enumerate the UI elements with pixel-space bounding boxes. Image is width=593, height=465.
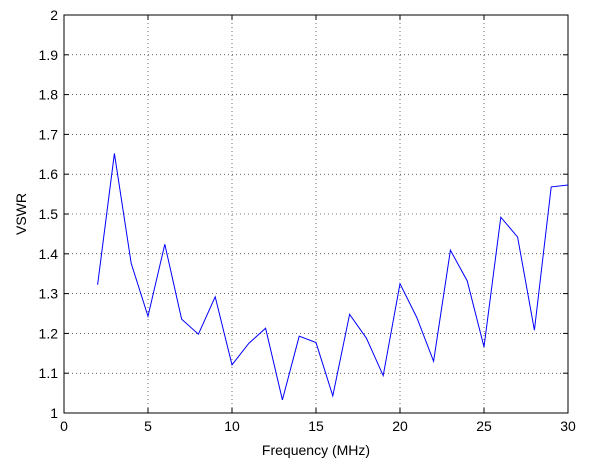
y-axis-label: VSWR: [13, 193, 29, 235]
y-tick-label: 1.5: [39, 206, 59, 222]
y-tick-label: 1.3: [39, 286, 59, 302]
x-tick-label: 5: [144, 418, 152, 434]
x-tick-label: 30: [560, 418, 576, 434]
y-tick-label: 1: [50, 405, 58, 421]
x-tick-label: 15: [308, 418, 324, 434]
x-tick-label: 10: [224, 418, 240, 434]
y-tick-label: 1.1: [39, 365, 59, 381]
x-tick-label: 0: [60, 418, 68, 434]
x-tick-label: 25: [476, 418, 492, 434]
y-tick-label: 1.9: [39, 47, 59, 63]
y-tick-label: 1.2: [39, 325, 59, 341]
y-tick-label: 2: [50, 7, 58, 23]
x-tick-label: 20: [392, 418, 408, 434]
y-tick-label: 1.8: [39, 87, 59, 103]
y-tick-label: 1.4: [39, 246, 59, 262]
y-tick-label: 1.6: [39, 166, 59, 182]
y-tick-label: 1.7: [39, 126, 59, 142]
x-axis-label: Frequency (MHz): [262, 442, 370, 458]
